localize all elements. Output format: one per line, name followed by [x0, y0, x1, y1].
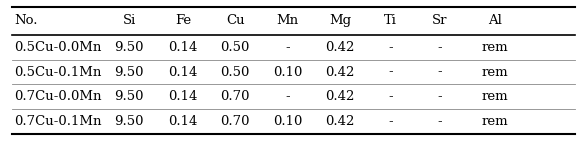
Text: 0.42: 0.42: [325, 41, 354, 54]
Text: 0.42: 0.42: [325, 90, 354, 103]
Text: 0.7Cu-0.0Mn: 0.7Cu-0.0Mn: [15, 90, 102, 103]
Text: 0.14: 0.14: [168, 41, 198, 54]
Text: rem: rem: [482, 115, 508, 128]
Text: 0.10: 0.10: [273, 66, 302, 79]
Text: Fe: Fe: [175, 14, 191, 27]
Text: 0.14: 0.14: [168, 115, 198, 128]
Text: -: -: [438, 66, 442, 79]
Text: 0.14: 0.14: [168, 90, 198, 103]
Text: Mn: Mn: [277, 14, 299, 27]
Text: 0.5Cu-0.1Mn: 0.5Cu-0.1Mn: [15, 66, 102, 79]
Text: -: -: [438, 90, 442, 103]
Text: -: -: [285, 90, 290, 103]
Text: Al: Al: [489, 14, 502, 27]
Text: Ti: Ti: [384, 14, 397, 27]
Text: -: -: [389, 90, 393, 103]
Text: Mg: Mg: [329, 14, 351, 27]
Text: Cu: Cu: [226, 14, 245, 27]
Text: 0.5Cu-0.0Mn: 0.5Cu-0.0Mn: [15, 41, 102, 54]
Text: 0.42: 0.42: [325, 66, 354, 79]
Text: 0.70: 0.70: [221, 90, 250, 103]
Text: -: -: [389, 66, 393, 79]
Text: No.: No.: [15, 14, 38, 27]
Text: 9.50: 9.50: [114, 41, 144, 54]
Text: rem: rem: [482, 66, 508, 79]
Text: 0.42: 0.42: [325, 115, 354, 128]
Text: rem: rem: [482, 90, 508, 103]
Text: -: -: [389, 41, 393, 54]
Text: 0.70: 0.70: [221, 115, 250, 128]
Text: -: -: [438, 41, 442, 54]
Text: 9.50: 9.50: [114, 90, 144, 103]
Text: 0.7Cu-0.1Mn: 0.7Cu-0.1Mn: [15, 115, 102, 128]
Text: 0.50: 0.50: [221, 66, 250, 79]
Text: -: -: [438, 115, 442, 128]
Text: rem: rem: [482, 41, 508, 54]
Text: Si: Si: [123, 14, 136, 27]
Text: -: -: [285, 41, 290, 54]
Text: 9.50: 9.50: [114, 66, 144, 79]
Text: -: -: [389, 115, 393, 128]
Text: 0.10: 0.10: [273, 115, 302, 128]
Text: 9.50: 9.50: [114, 115, 144, 128]
Text: 0.50: 0.50: [221, 41, 250, 54]
Text: Sr: Sr: [432, 14, 448, 27]
Text: 0.14: 0.14: [168, 66, 198, 79]
